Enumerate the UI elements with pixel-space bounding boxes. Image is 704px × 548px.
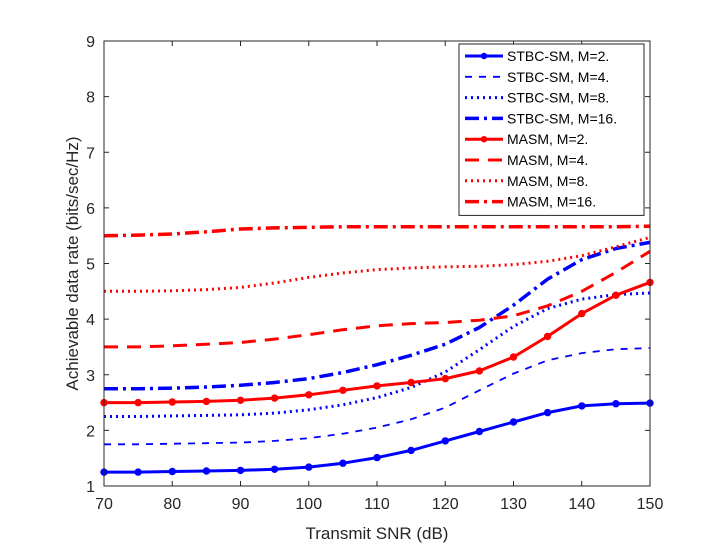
legend-entry: MASM, M=8. — [465, 173, 588, 189]
data-point — [168, 467, 177, 476]
legend-entry: MASM, M=2. — [465, 131, 588, 147]
legend-label: STBC-SM, M=4. — [507, 69, 609, 85]
legend-label: STBC-SM, M=8. — [507, 90, 609, 106]
legend-label: STBC-SM, M=2. — [507, 48, 609, 64]
series-line-4 — [104, 240, 651, 391]
data-point — [202, 397, 211, 406]
legend-label: MASM, M=4. — [507, 152, 588, 168]
legend-entry: STBC-SM, M=4. — [465, 69, 609, 85]
legend-label: MASM, M=8. — [507, 173, 588, 189]
data-point — [578, 402, 586, 410]
y-tick-label: 4 — [86, 312, 95, 329]
x-tick-label: 150 — [637, 496, 664, 513]
series-3 — [104, 291, 651, 418]
x-tick-label: 120 — [432, 496, 459, 513]
data-point — [373, 453, 381, 462]
data-point — [509, 418, 518, 426]
data-point — [543, 332, 552, 341]
y-tick-label: 8 — [86, 90, 95, 107]
legend-label: STBC-SM, M=16. — [507, 110, 617, 126]
legend-entry: MASM, M=16. — [465, 194, 596, 210]
data-point — [509, 353, 518, 361]
legend-label: MASM, M=16. — [507, 194, 596, 210]
legend-label: MASM, M=2. — [507, 131, 588, 147]
legend-marker — [480, 52, 488, 60]
series-4 — [104, 240, 651, 391]
data-point — [236, 396, 245, 404]
data-point — [441, 437, 449, 445]
data-point — [543, 408, 552, 417]
series-8 — [103, 224, 651, 238]
series-line-3 — [104, 291, 651, 418]
data-point — [202, 467, 211, 475]
series-layer — [100, 224, 654, 476]
data-point — [305, 391, 313, 399]
data-point — [475, 427, 484, 436]
data-point — [339, 386, 347, 394]
x-tick-label: 130 — [500, 496, 527, 513]
series-line-7 — [104, 235, 651, 293]
y-tick-label: 5 — [86, 257, 95, 274]
y-tick-label: 1 — [86, 479, 95, 496]
data-point — [407, 378, 415, 387]
data-point — [373, 382, 381, 390]
data-point — [270, 465, 279, 473]
data-point — [475, 367, 484, 375]
data-point — [578, 309, 586, 318]
series-7 — [104, 235, 651, 293]
y-tick-label: 7 — [86, 145, 95, 162]
x-axis-label: Transmit SNR (dB) — [306, 524, 449, 543]
data-point — [134, 398, 142, 407]
legend-box — [458, 43, 645, 216]
x-tick-label: 140 — [568, 496, 595, 513]
data-point — [168, 398, 177, 406]
data-point — [441, 374, 449, 383]
data-point — [612, 400, 620, 408]
y-tick-label: 9 — [86, 34, 95, 51]
y-tick-label: 3 — [86, 368, 95, 385]
series-line-8 — [103, 224, 651, 238]
legend-entry: STBC-SM, M=8. — [465, 90, 609, 106]
y-tick-label: 2 — [86, 423, 95, 440]
data-point — [305, 463, 313, 471]
y-axis-label: Achievable data rate (bits/sec/Hz) — [63, 136, 82, 390]
legend-marker — [480, 136, 488, 143]
legend-entry: STBC-SM, M=16. — [465, 110, 617, 126]
x-tick-label: 80 — [163, 496, 181, 513]
legend: STBC-SM, M=2. STBC-SM, M=4. STBC-SM, M=8. S… — [458, 43, 645, 216]
series-5 — [100, 278, 654, 407]
data-point — [270, 394, 279, 402]
data-point — [134, 468, 142, 476]
data-point — [612, 291, 620, 299]
x-tick-label: 110 — [364, 496, 390, 513]
legend-entry: STBC-SM, M=2. — [465, 48, 609, 64]
x-tick-label: 100 — [295, 496, 322, 513]
series-1 — [100, 399, 654, 476]
data-point — [407, 446, 415, 455]
y-tick-label: 6 — [86, 201, 95, 218]
x-tick-label: 70 — [95, 496, 113, 513]
data-point — [236, 466, 245, 475]
data-point — [339, 459, 347, 467]
legend-entry: MASM, M=4. — [465, 152, 588, 168]
x-tick-label: 90 — [232, 496, 250, 513]
